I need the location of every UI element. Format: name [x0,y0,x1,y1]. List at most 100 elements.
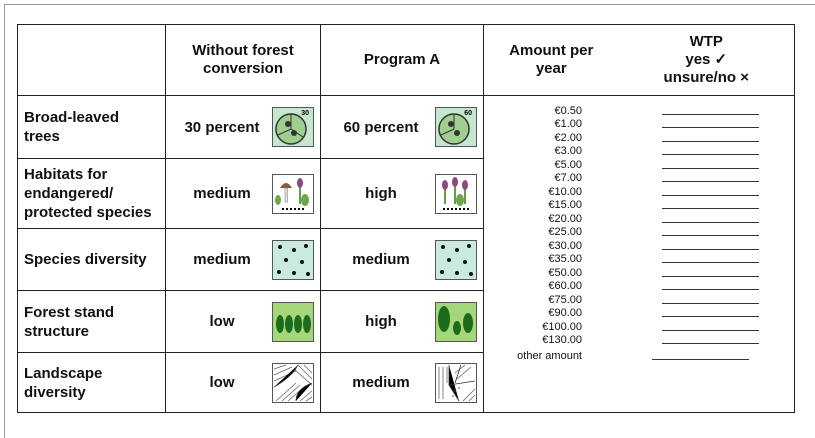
amount: €15.00 [484,199,582,211]
level: medium [327,250,435,269]
header-cell: Without forest conversion [166,25,321,96]
answer-line [662,255,759,263]
icon-habitat [272,174,314,214]
cell: low [166,291,321,353]
amount-row: €0.50 [484,104,794,118]
amount: €90.00 [484,307,582,319]
cell: medium [166,159,321,229]
answer-line [662,336,759,344]
icon-dots [435,240,477,280]
answer-line [662,296,759,304]
page: Without forest conversion Program A Amou… [0,0,815,438]
amount-row: €100.00 [484,320,794,334]
row-label: Species diversity [18,229,166,291]
amount-row: €5.00 [484,158,794,172]
amount: €75.00 [484,294,582,306]
answer-line [662,228,759,236]
amount: €25.00 [484,226,582,238]
amount-row: €75.00 [484,293,794,307]
answer-line [662,242,759,250]
level: high [327,312,435,331]
answer-line [662,147,759,155]
amount-row: €7.00 [484,172,794,186]
answer-line [662,120,759,128]
answer-line [662,282,759,290]
amount-row: €2.00 [484,131,794,145]
answer-line [662,269,759,277]
amount: other amount [484,350,582,362]
icon-dots [272,240,314,280]
icon-stand [272,302,314,342]
amount-row: €60.00 [484,280,794,294]
cell: 60 percent 60 [321,96,484,159]
amount-row: €50.00 [484,266,794,280]
amount: €10.00 [484,186,582,198]
amount-row: other amount [484,349,794,363]
amount-row: €10.00 [484,185,794,199]
wtp-no: unsure/no × [625,69,789,87]
amount: €3.00 [484,145,582,157]
answer-line [662,201,759,209]
amount-row: €35.00 [484,253,794,267]
level: high [327,184,435,203]
answer-line [662,215,759,223]
row-label: Landscape diversity [18,353,166,413]
row-label: Broad-leaved trees [18,96,166,159]
icon-label: 30 [301,110,309,117]
icon-landscape [272,363,314,403]
amount: €20.00 [484,213,582,225]
answer-line [662,107,759,115]
level: medium [172,250,272,269]
level: medium [327,373,435,392]
level: 30 percent [172,118,272,137]
wtp: WTP [625,33,789,51]
level: 60 percent [327,118,435,137]
amount-row: €20.00 [484,212,794,226]
answer-line [662,134,759,142]
answer-line [662,161,759,169]
amount: €35.00 [484,253,582,265]
amount-row: €15.00 [484,199,794,213]
amount-row: €25.00 [484,226,794,240]
answer-line [662,309,759,317]
icon-stand [435,302,477,342]
amount-row: €90.00 [484,307,794,321]
cell: 30 percent 30 [166,96,321,159]
icon-trees-percent: 60 [435,107,477,147]
amount: €130.00 [484,334,582,346]
amount-row: €130.00 [484,334,794,348]
row-label: Forest stand structure [18,291,166,353]
cell: high [321,159,484,229]
cell: medium [321,229,484,291]
row-label: Habitats for endangered/ protected speci… [18,159,166,229]
icon-label: 60 [464,110,472,117]
amount-row: €1.00 [484,118,794,132]
level: low [172,373,272,392]
header-cell: Amount per year [484,25,619,96]
answer-line [652,352,749,360]
level: medium [172,184,272,203]
wtp-yes: yes ✓ [625,51,789,69]
icon-landscape [435,363,477,403]
amount-list: €0.50€1.00 €2.00€3.00 €5.00€7.00 €10.00€15.… [484,96,795,413]
amount: €7.00 [484,172,582,184]
amount: €50.00 [484,267,582,279]
amount: €30.00 [484,240,582,252]
corner-cell [18,25,166,96]
amount: €2.00 [484,132,582,144]
amount-row: €3.00 [484,145,794,159]
icon-trees-percent: 30 [272,107,314,147]
answer-line [662,323,759,331]
amount: €60.00 [484,280,582,292]
amount: €1.00 [484,118,582,130]
amount: €5.00 [484,159,582,171]
amount: €0.50 [484,105,582,117]
icon-habitat [435,174,477,214]
answer-line [662,174,759,182]
cell: low [166,353,321,413]
cell: high [321,291,484,353]
answer-line [662,188,759,196]
cell: medium [166,229,321,291]
header-cell: Program A [321,25,484,96]
